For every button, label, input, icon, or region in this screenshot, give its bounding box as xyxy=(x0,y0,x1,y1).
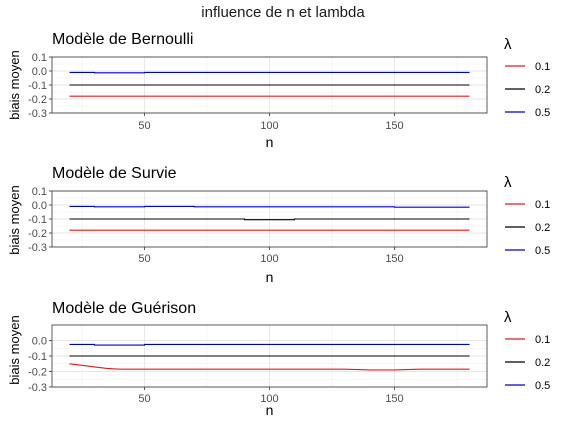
series-line-0.2 xyxy=(69,218,470,221)
legend-label: 0.1 xyxy=(535,334,550,346)
x-tick-label: 150 xyxy=(385,120,403,132)
y-tick-label: 0.0 xyxy=(32,66,47,78)
x-tick-label: 100 xyxy=(260,253,278,265)
legend-label: 0.5 xyxy=(535,245,550,257)
legend-title: λ xyxy=(504,174,512,191)
series-line-0.5 xyxy=(69,205,470,208)
x-tick-label: 100 xyxy=(260,393,278,405)
y-tick-label: 0.0 xyxy=(32,336,47,348)
y-tick-label: 0.1 xyxy=(32,52,47,64)
legend: λ 0.1 0.2 0.5 xyxy=(504,36,550,119)
series-line-0.5 xyxy=(69,343,470,346)
series-line-0.1 xyxy=(69,363,470,371)
panel-3: -0.3 -0.2 -0.1 0.0 50 100 150 Modèle de Guériso… xyxy=(7,300,550,418)
y-tick-label: -0.2 xyxy=(28,228,47,240)
figure-title: influence de n et lambda xyxy=(201,4,365,21)
y-axis-label: biais moyen xyxy=(7,185,22,254)
y-tick-label: -0.3 xyxy=(28,382,47,394)
x-axis-label: n xyxy=(266,134,274,150)
x-tick-label: 150 xyxy=(385,253,403,265)
x-tick-label: 150 xyxy=(385,393,403,405)
x-tick-label: 50 xyxy=(138,253,150,265)
legend-label: 0.2 xyxy=(535,222,550,234)
y-tick-label: -0.1 xyxy=(28,351,47,363)
y-tick-label: 0.1 xyxy=(32,186,47,198)
legend-label: 0.5 xyxy=(535,380,550,392)
panel-title: Modèle de Bernoulli xyxy=(52,31,193,48)
legend-label: 0.1 xyxy=(535,61,550,73)
y-tick-label: -0.3 xyxy=(28,242,47,254)
y-tick-label: 0.0 xyxy=(32,200,47,212)
y-tick-label: -0.1 xyxy=(28,80,47,92)
panel-1: -0.3 -0.2 -0.1 0.0 0.1 50 100 150 Modèle de Bern… xyxy=(7,31,550,150)
y-axis-label: biais moyen xyxy=(7,315,22,384)
x-axis-label: n xyxy=(266,402,274,418)
legend-label: 0.1 xyxy=(535,199,550,211)
legend-title: λ xyxy=(504,309,512,326)
x-tick-label: 50 xyxy=(138,120,150,132)
x-tick-label: 100 xyxy=(260,120,278,132)
legend-label: 0.5 xyxy=(535,107,550,119)
legend: λ 0.1 0.2 0.5 xyxy=(504,174,550,257)
y-tick-label: -0.2 xyxy=(28,94,47,106)
panel-title: Modèle de Survie xyxy=(52,165,177,182)
y-tick-label: -0.2 xyxy=(28,367,47,379)
y-axis-label: biais moyen xyxy=(7,50,22,119)
legend: λ 0.1 0.2 0.5 xyxy=(504,309,550,392)
legend-label: 0.2 xyxy=(535,357,550,369)
y-tick-label: -0.3 xyxy=(28,108,47,120)
x-axis-label: n xyxy=(266,269,274,285)
legend-label: 0.2 xyxy=(535,84,550,96)
legend-title: λ xyxy=(504,36,512,53)
panel-2: -0.3 -0.2 -0.1 0.0 0.1 50 100 150 Modèle de Surv… xyxy=(7,165,550,285)
y-tick-label: -0.1 xyxy=(28,214,47,226)
x-tick-label: 50 xyxy=(138,393,150,405)
panel-title: Modèle de Guérison xyxy=(52,300,196,317)
